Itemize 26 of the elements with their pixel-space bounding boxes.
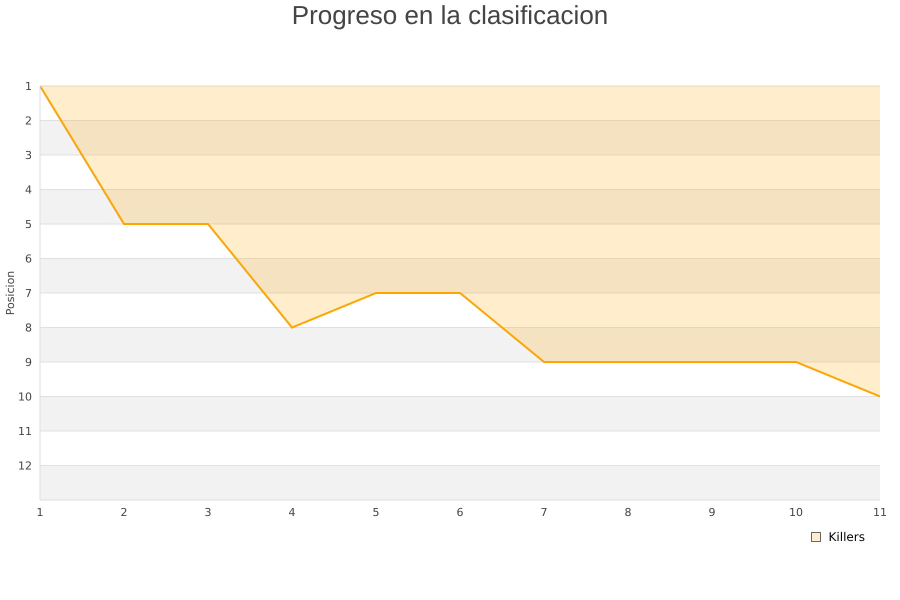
x-tick-label: 6 bbox=[456, 506, 464, 519]
y-tick-label: 7 bbox=[25, 286, 32, 300]
x-tick-label: 2 bbox=[120, 506, 128, 519]
x-tick-label: 10 bbox=[789, 506, 803, 519]
x-tick-label: 11 bbox=[873, 506, 887, 519]
y-tick-label: 4 bbox=[25, 183, 32, 196]
y-axis-title: Posicion bbox=[4, 270, 17, 316]
y-tick-label: 8 bbox=[25, 321, 32, 334]
y-tick-label: 10 bbox=[18, 390, 32, 404]
x-tick-label: 8 bbox=[624, 506, 632, 519]
x-tick-label: 4 bbox=[288, 506, 296, 519]
y-tick-label: 3 bbox=[25, 148, 32, 162]
x-tick-label: 5 bbox=[372, 506, 380, 519]
y-tick-label: 9 bbox=[25, 356, 32, 369]
y-tick-label: 5 bbox=[25, 218, 32, 231]
x-tick-label: 9 bbox=[708, 506, 716, 519]
x-tick-label: 1 bbox=[36, 506, 44, 519]
x-tick-label: 3 bbox=[204, 506, 212, 519]
y-tick-label: 12 bbox=[18, 459, 32, 472]
x-tick-label: 7 bbox=[540, 506, 548, 519]
y-tick-label: 11 bbox=[18, 424, 32, 438]
y-tick-label: 2 bbox=[25, 114, 32, 128]
legend-label: Killers bbox=[828, 530, 865, 544]
y-tick-label: 6 bbox=[25, 252, 32, 266]
y-tick-label: 1 bbox=[25, 80, 32, 93]
chart-title: Progreso en la clasificacion bbox=[290, 0, 610, 31]
